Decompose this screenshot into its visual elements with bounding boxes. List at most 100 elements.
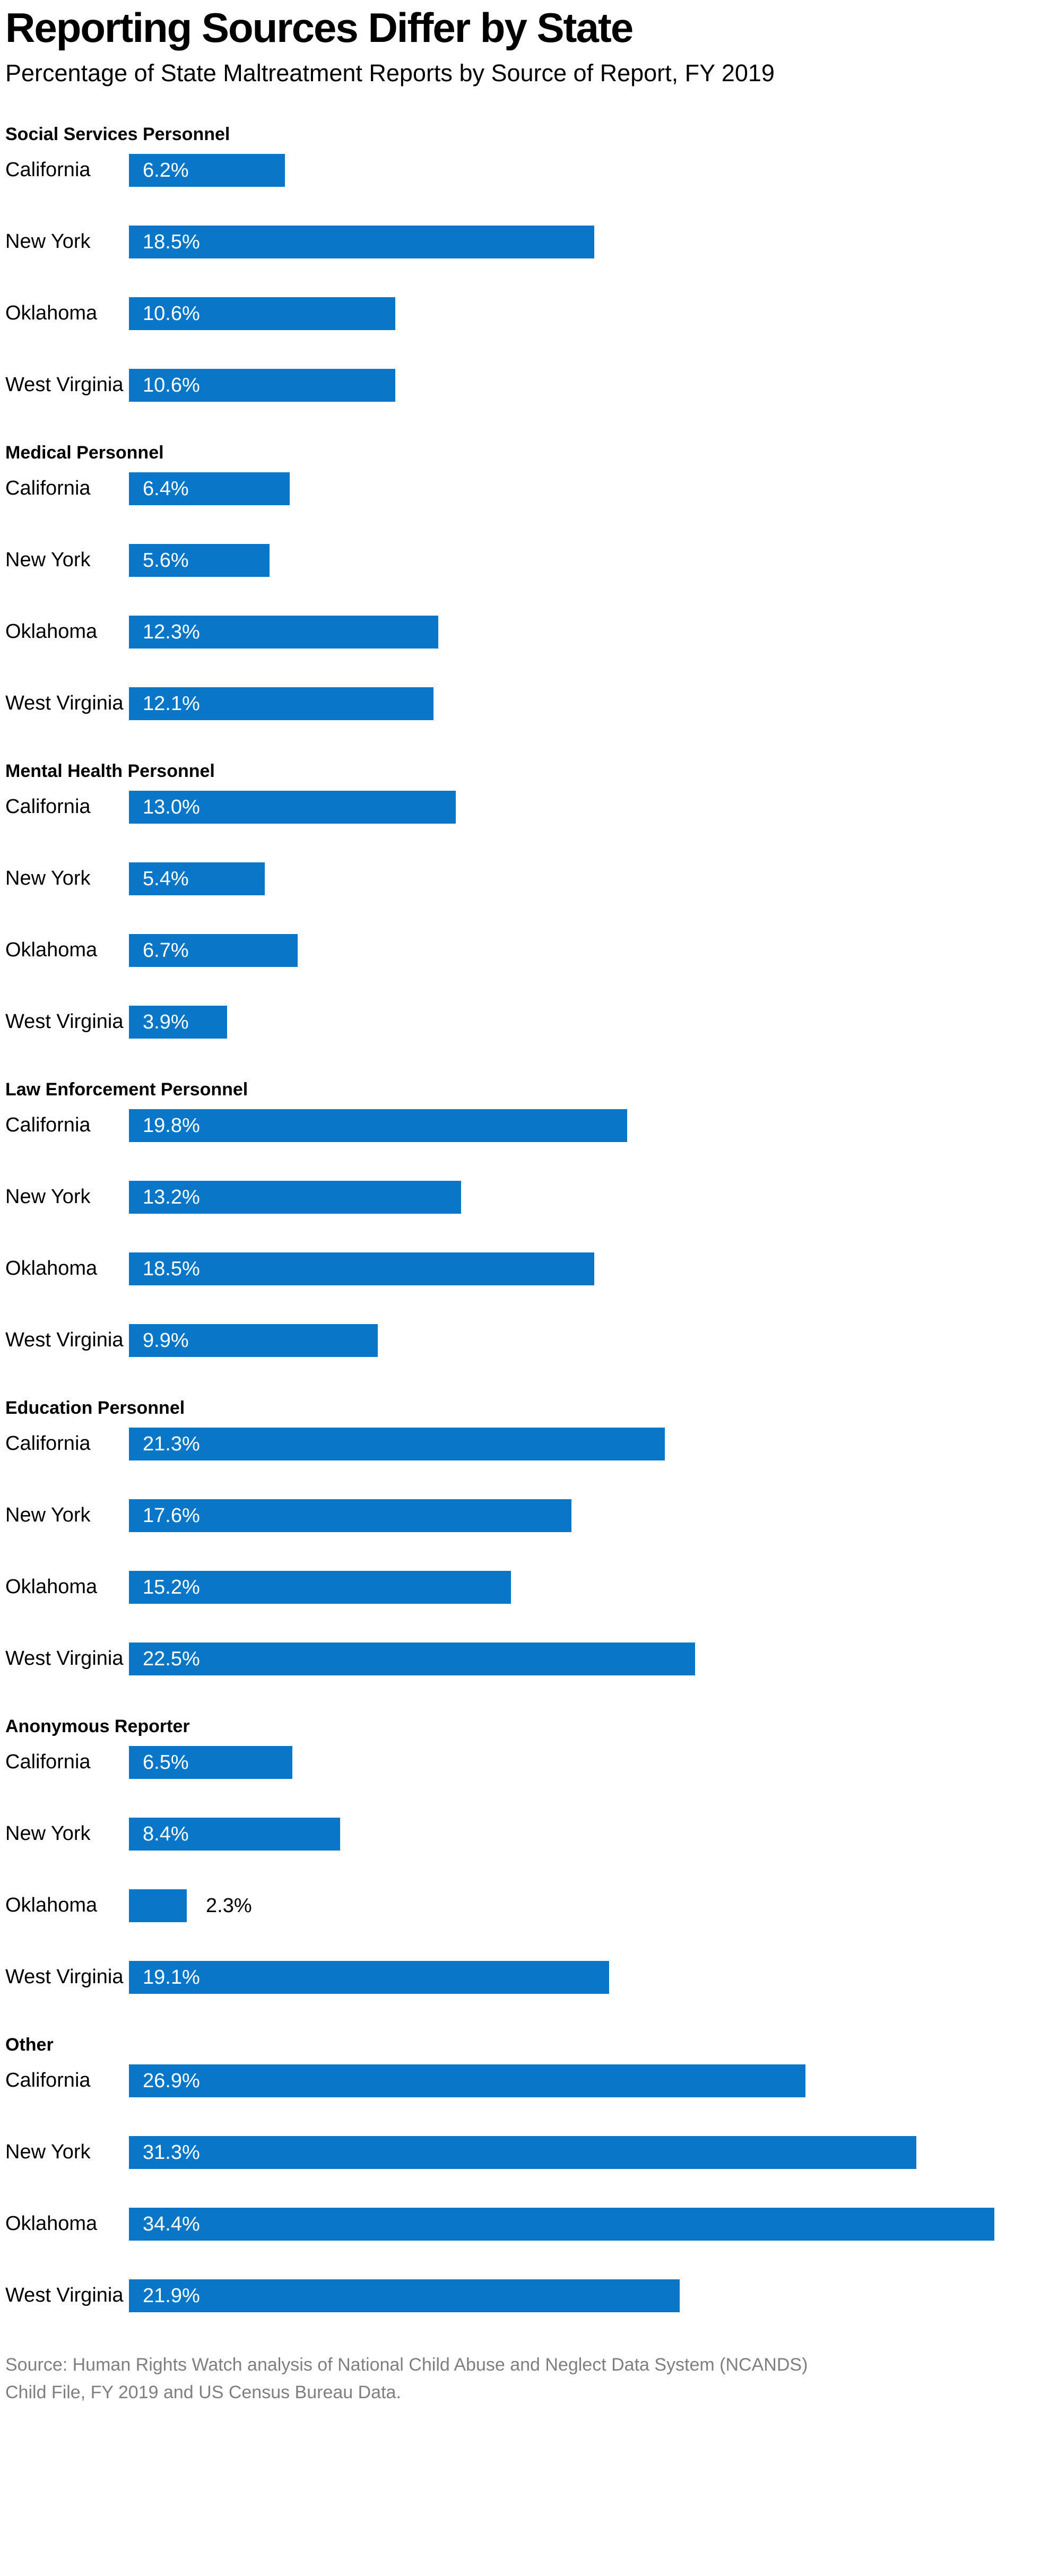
report-source-group: Medical Personnel California 6.4% New York 5… [5, 440, 1058, 720]
bar: 12.3% [129, 616, 438, 649]
bar-track: 19.1% [129, 1961, 1058, 1994]
bar: 22.5% [129, 1643, 695, 1675]
group-header: Medical Personnel [5, 443, 164, 463]
state-label: California [5, 159, 91, 181]
bar-track: 6.5% [129, 1746, 1058, 1779]
bar-value-label: 21.9% [143, 2284, 200, 2307]
bar-track: 26.9% [129, 2064, 1058, 2097]
report-source-group: Law Enforcement Personnel California 19.8%… [5, 1077, 1058, 1357]
bar-track: 34.4% [129, 2208, 1058, 2241]
bar: 6.4% [129, 472, 290, 505]
bar-track: 18.5% [129, 226, 1058, 258]
bar: 19.1% [129, 1961, 609, 1994]
bar: 10.6% [129, 297, 395, 330]
bar: 19.8% [129, 1109, 627, 1142]
bar: 8.4% [129, 1818, 340, 1851]
state-label: Oklahoma [5, 939, 98, 962]
bar-value-label: 10.6% [143, 302, 200, 325]
bar-row: Oklahoma 12.3% [5, 616, 1058, 649]
bar-value-label: 12.3% [143, 620, 200, 643]
bar: 21.3% [129, 1428, 665, 1460]
state-label: Oklahoma [5, 620, 98, 643]
bar-track: 6.7% [129, 934, 1058, 967]
bar-track: 12.1% [129, 687, 1058, 720]
bar-value-label: 6.4% [143, 477, 189, 500]
source-note: Source: Human Rights Watch analysis of N… [5, 2351, 1058, 2406]
bar-track: 5.6% [129, 544, 1058, 577]
group-header: Other [5, 2035, 54, 2055]
bar-value-label: 2.3% [206, 1894, 252, 1917]
bar-value-label: 13.2% [143, 1186, 200, 1208]
bar-value-label: 12.1% [143, 692, 200, 715]
bar-row: New York 5.6% [5, 544, 1058, 577]
state-label: Oklahoma [5, 302, 98, 325]
bar-track: 21.9% [129, 2279, 1058, 2312]
bar-row: Oklahoma 2.3% [5, 1889, 1058, 1922]
bar-value-label: 6.5% [143, 1751, 189, 1774]
state-label: West Virginia [5, 2284, 124, 2307]
bar-row: West Virginia 19.1% [5, 1961, 1058, 1994]
group-header: Education Personnel [5, 1398, 185, 1418]
bar-value-label: 9.9% [143, 1329, 189, 1352]
report-source-group: Education Personnel California 21.3% New Yo… [5, 1396, 1058, 1675]
bar: 18.5% [129, 1252, 594, 1285]
page-subtitle: Percentage of State Maltreatment Reports… [5, 59, 775, 87]
bar-track: 13.2% [129, 1181, 1058, 1214]
bar-value-label: 5.6% [143, 549, 189, 572]
bar-track: 19.8% [129, 1109, 1058, 1142]
bar-value-label: 5.4% [143, 867, 189, 890]
state-label: New York [5, 1186, 91, 1208]
bar: 13.0% [129, 791, 456, 824]
bar: 6.7% [129, 934, 298, 967]
bar-row: California 13.0% [5, 791, 1058, 824]
bar-value-label: 34.4% [143, 2212, 200, 2235]
bar-row: Oklahoma 6.7% [5, 934, 1058, 967]
source-line-2: Child File, FY 2019 and US Census Bureau… [5, 2382, 401, 2402]
report-source-group: Anonymous Reporter California 6.5% New York… [5, 1714, 1058, 1994]
bar-row: New York 18.5% [5, 226, 1058, 258]
bar: 26.9% [129, 2064, 805, 2097]
bar-row: Oklahoma 34.4% [5, 2208, 1058, 2241]
grouped-bar-chart: Social Services Personnel California 6.2% N… [5, 122, 1058, 2312]
state-label: Oklahoma [5, 1894, 98, 1917]
state-label: New York [5, 1822, 91, 1845]
bar-value-label: 3.9% [143, 1010, 189, 1033]
bar: 5.6% [129, 544, 270, 577]
bar: 13.2% [129, 1181, 461, 1214]
bar-row: California 19.8% [5, 1109, 1058, 1142]
state-label: West Virginia [5, 692, 124, 715]
state-label: West Virginia [5, 1966, 124, 1989]
bar-track: 3.9% [129, 1006, 1058, 1039]
bar-track: 2.3% [129, 1889, 1058, 1922]
bar-track: 18.5% [129, 1252, 1058, 1285]
bar-row: New York 8.4% [5, 1818, 1058, 1851]
bar: 12.1% [129, 687, 433, 720]
bar-row: West Virginia 10.6% [5, 369, 1058, 402]
bar-track: 31.3% [129, 2136, 1058, 2169]
bar-track: 6.4% [129, 472, 1058, 505]
group-header: Social Services Personnel [5, 124, 230, 144]
bar-value-label: 6.7% [143, 939, 189, 962]
bar-value-label: 13.0% [143, 796, 200, 818]
bar-value-label: 21.3% [143, 1432, 200, 1455]
bar-track: 5.4% [129, 862, 1058, 895]
state-label: Oklahoma [5, 2212, 98, 2235]
bar-row: West Virginia 22.5% [5, 1643, 1058, 1675]
bar-track: 22.5% [129, 1643, 1058, 1675]
bar-track: 9.9% [129, 1324, 1058, 1357]
bar-value-label: 19.8% [143, 1114, 200, 1137]
bar: 6.2% [129, 154, 285, 187]
bar-row: West Virginia 21.9% [5, 2279, 1058, 2312]
bar: 3.9% [129, 1006, 227, 1039]
bar: 17.6% [129, 1499, 571, 1532]
bar-row: New York 17.6% [5, 1499, 1058, 1532]
state-label: California [5, 1432, 91, 1455]
state-label: New York [5, 867, 91, 890]
bar-value-label: 15.2% [143, 1576, 200, 1598]
bar [129, 1889, 187, 1922]
report-source-group: Mental Health Personnel California 13.0% Ne… [5, 759, 1058, 1039]
bar-row: New York 31.3% [5, 2136, 1058, 2169]
bar-row: West Virginia 12.1% [5, 687, 1058, 720]
bar-row: Oklahoma 15.2% [5, 1571, 1058, 1604]
